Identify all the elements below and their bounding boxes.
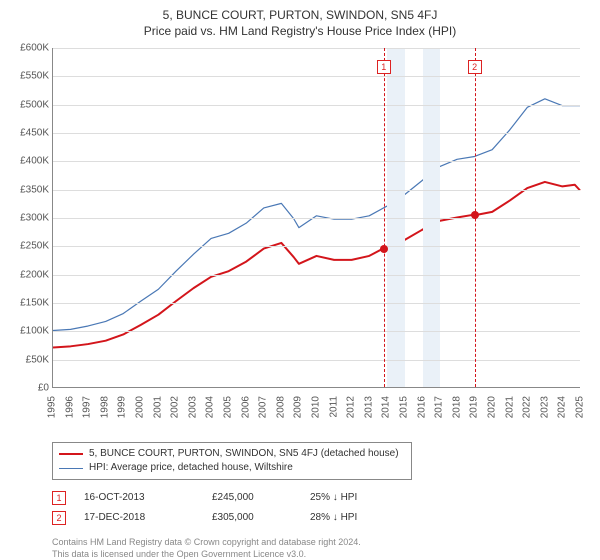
- legend-item: HPI: Average price, detached house, Wilt…: [59, 461, 405, 475]
- x-axis-label: 2022: [522, 396, 533, 418]
- legend-swatch: [59, 468, 83, 469]
- x-axis-label: 2001: [152, 396, 163, 418]
- gridline-h: [53, 105, 580, 106]
- y-axis-label: £400K: [20, 156, 53, 167]
- x-axis-label: 2011: [328, 396, 339, 418]
- y-axis-label: £200K: [20, 269, 53, 280]
- x-axis-label: 2019: [469, 396, 480, 418]
- x-axis-label: 2008: [275, 396, 286, 418]
- legend-label: 5, BUNCE COURT, PURTON, SWINDON, SN5 4FJ…: [89, 447, 399, 461]
- legend-swatch: [59, 453, 83, 455]
- sale-row-marker: 1: [52, 491, 66, 505]
- x-axis-label: 2023: [539, 396, 550, 418]
- x-axis-label: 2013: [363, 396, 374, 418]
- x-axis-label: 2017: [434, 396, 445, 418]
- sale-dot: [380, 245, 388, 253]
- sale-row: 1 16-OCT-2013 £245,000 25% ↓ HPI: [52, 488, 590, 508]
- sale-row-date: 17-DEC-2018: [84, 508, 194, 528]
- y-axis-label: £250K: [20, 241, 53, 252]
- gridline-h: [53, 133, 580, 134]
- sale-row-marker: 2: [52, 511, 66, 525]
- footer-line-1: Contains HM Land Registry data © Crown c…: [52, 536, 590, 548]
- series-line-property_price: [53, 182, 580, 348]
- sale-marker-box: 1: [377, 60, 391, 74]
- x-axis-label: 2007: [258, 396, 269, 418]
- x-axis-label: 2021: [504, 396, 515, 418]
- y-axis-label: £100K: [20, 326, 53, 337]
- legend-item: 5, BUNCE COURT, PURTON, SWINDON, SN5 4FJ…: [59, 447, 405, 461]
- y-axis-label: £600K: [20, 43, 53, 54]
- y-axis-label: £500K: [20, 99, 53, 110]
- x-axis-label: 2009: [293, 396, 304, 418]
- sale-row-delta: 28% ↓ HPI: [310, 508, 410, 528]
- x-axis-label: 2010: [311, 396, 322, 418]
- footer-line-2: This data is licensed under the Open Gov…: [52, 548, 590, 560]
- x-axis-label: 1997: [82, 396, 93, 418]
- sale-row-delta: 25% ↓ HPI: [310, 488, 410, 508]
- gridline-h: [53, 218, 580, 219]
- x-axis-label: 1995: [47, 396, 58, 418]
- x-axis-label: 2016: [416, 396, 427, 418]
- sale-dot: [471, 211, 479, 219]
- x-axis-label: 2002: [170, 396, 181, 418]
- x-axis-label: 2015: [399, 396, 410, 418]
- x-axis-label: 2006: [240, 396, 251, 418]
- gridline-h: [53, 246, 580, 247]
- chart-subtitle: Price paid vs. HM Land Registry's House …: [10, 24, 590, 38]
- sale-row-date: 16-OCT-2013: [84, 488, 194, 508]
- x-axis-label: 2024: [557, 396, 568, 418]
- y-axis-label: £350K: [20, 184, 53, 195]
- gridline-h: [53, 190, 580, 191]
- gridline-h: [53, 331, 580, 332]
- gridline-h: [53, 161, 580, 162]
- gridline-h: [53, 48, 580, 49]
- x-axis-label: 2004: [205, 396, 216, 418]
- y-axis-label: £550K: [20, 71, 53, 82]
- chart-container: 5, BUNCE COURT, PURTON, SWINDON, SN5 4FJ…: [0, 0, 600, 560]
- x-axis-label: 2012: [346, 396, 357, 418]
- y-axis-label: £450K: [20, 128, 53, 139]
- y-axis-label: £0: [38, 383, 53, 394]
- x-axis-label: 2020: [487, 396, 498, 418]
- gridline-h: [53, 360, 580, 361]
- sale-marker-box: 2: [468, 60, 482, 74]
- x-axis-label: 2025: [575, 396, 586, 418]
- legend-label: HPI: Average price, detached house, Wilt…: [89, 461, 293, 475]
- x-axis-labels: 1995199619971998199920002001200220032004…: [52, 388, 580, 440]
- x-axis-label: 2000: [135, 396, 146, 418]
- x-axis-label: 1999: [117, 396, 128, 418]
- chart-title-address: 5, BUNCE COURT, PURTON, SWINDON, SN5 4FJ: [10, 8, 590, 22]
- footer-attribution: Contains HM Land Registry data © Crown c…: [52, 536, 590, 560]
- sale-row: 2 17-DEC-2018 £305,000 28% ↓ HPI: [52, 508, 590, 528]
- sale-row-price: £245,000: [212, 488, 292, 508]
- y-axis-label: £150K: [20, 298, 53, 309]
- x-axis-label: 2005: [223, 396, 234, 418]
- gridline-h: [53, 76, 580, 77]
- y-axis-label: £50K: [26, 354, 53, 365]
- sales-table: 1 16-OCT-2013 £245,000 25% ↓ HPI 2 17-DEC-201…: [52, 488, 590, 528]
- y-axis-label: £300K: [20, 213, 53, 224]
- gridline-h: [53, 303, 580, 304]
- x-axis-label: 2003: [187, 396, 198, 418]
- legend-box: 5, BUNCE COURT, PURTON, SWINDON, SN5 4FJ…: [52, 442, 412, 480]
- x-axis-label: 1996: [64, 396, 75, 418]
- x-axis-label: 2014: [381, 396, 392, 418]
- sale-row-price: £305,000: [212, 508, 292, 528]
- x-axis-label: 2018: [451, 396, 462, 418]
- x-axis-label: 1998: [99, 396, 110, 418]
- gridline-h: [53, 275, 580, 276]
- plot-area: £0£50K£100K£150K£200K£250K£300K£350K£400…: [52, 48, 580, 388]
- sale-marker-line: [384, 48, 385, 387]
